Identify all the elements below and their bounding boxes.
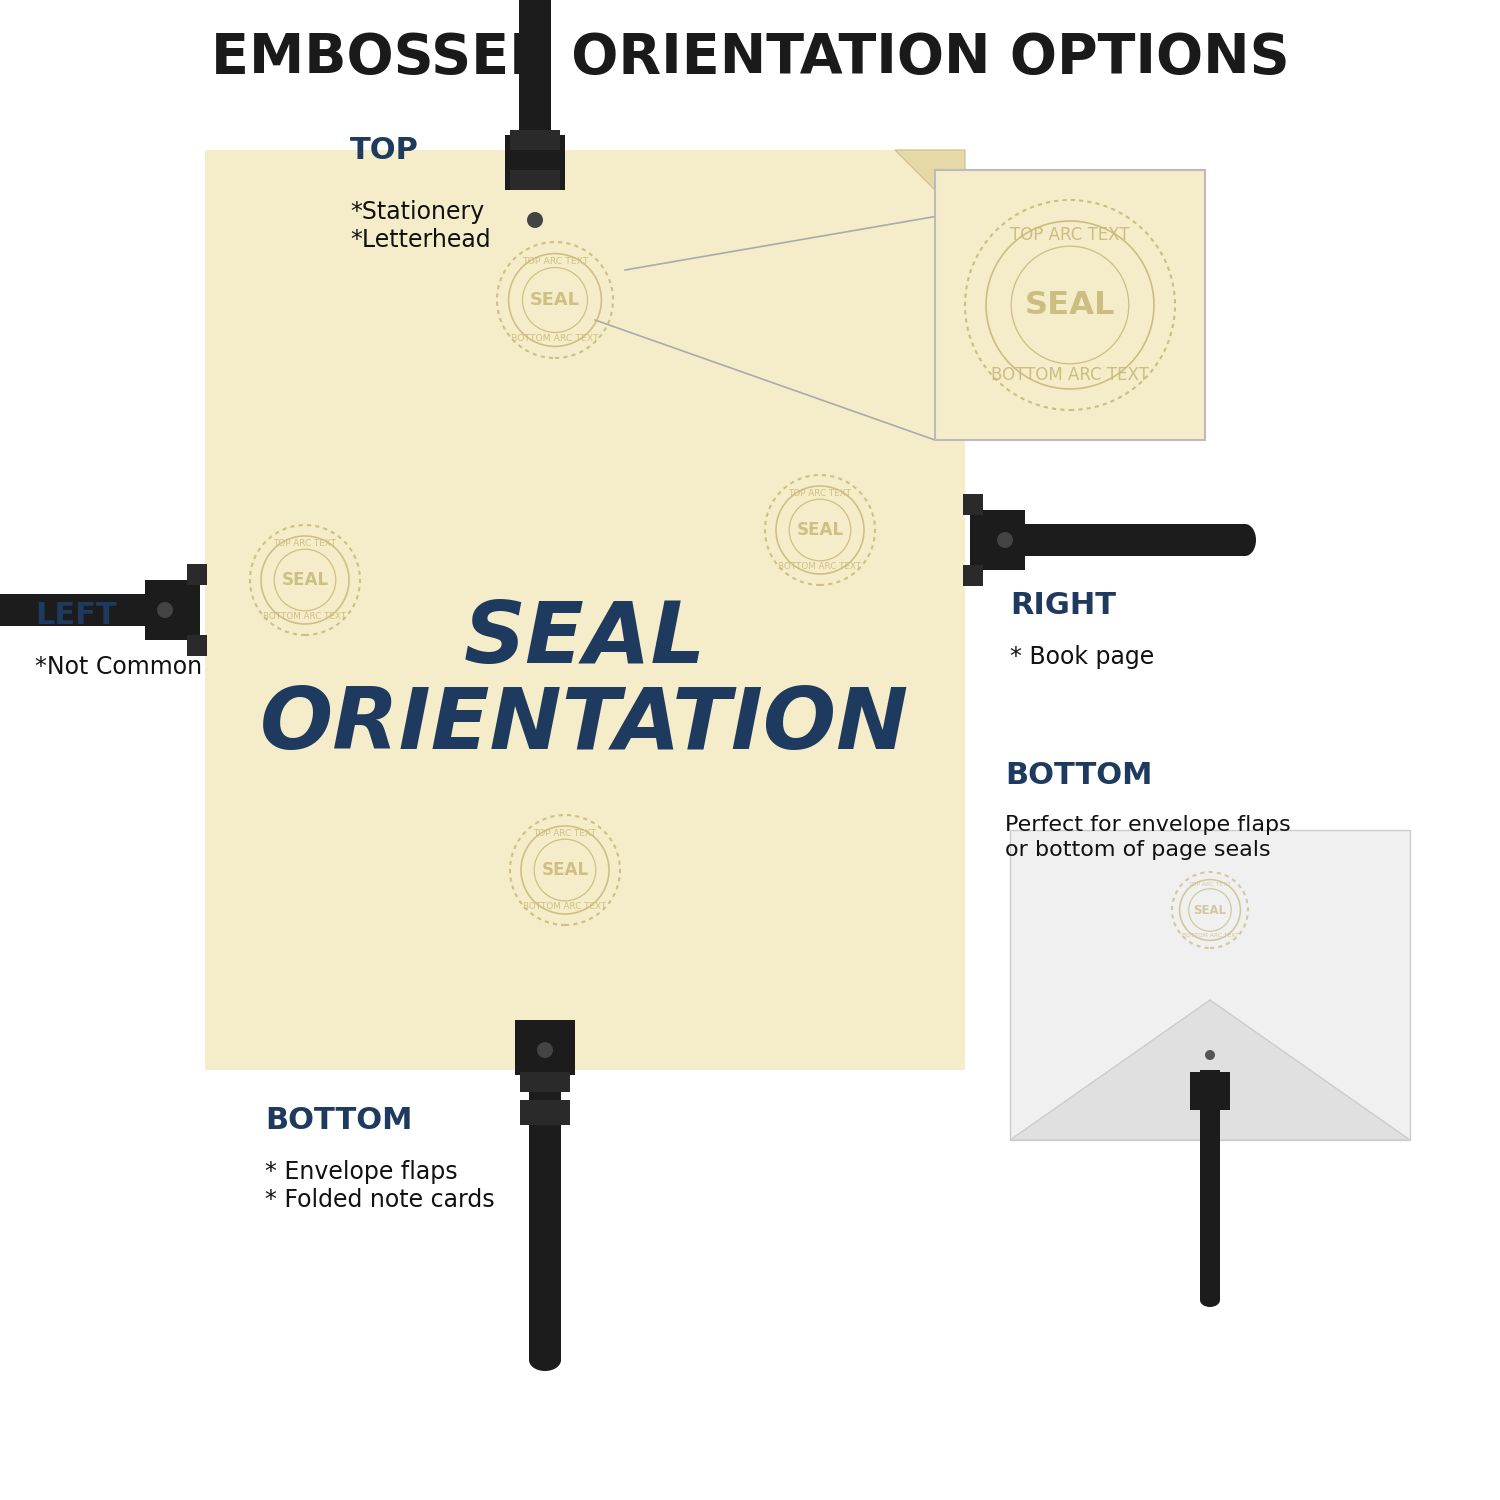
Ellipse shape (1234, 524, 1256, 556)
Text: or bottom of page seals: or bottom of page seals (1005, 840, 1270, 860)
Bar (206, 150, 964, 1070)
Text: EMBOSSER ORIENTATION OPTIONS: EMBOSSER ORIENTATION OPTIONS (210, 32, 1290, 86)
Circle shape (158, 602, 172, 618)
Text: SEAL: SEAL (1194, 903, 1227, 916)
Text: *Letterhead: *Letterhead (350, 228, 490, 252)
Text: Perfect for envelope flaps: Perfect for envelope flaps (1005, 815, 1290, 836)
Text: *Stationery: *Stationery (350, 200, 484, 223)
Polygon shape (1010, 1000, 1410, 1140)
Text: SEAL: SEAL (530, 291, 580, 309)
Polygon shape (896, 150, 964, 220)
Text: TOP ARC TEXT: TOP ARC TEXT (789, 489, 852, 498)
Text: BOTTOM ARC TEXT: BOTTOM ARC TEXT (264, 612, 346, 621)
Text: * Book page: * Book page (1010, 645, 1155, 669)
Text: TOP: TOP (350, 136, 418, 165)
Text: BOTTOM ARC TEXT: BOTTOM ARC TEXT (512, 334, 598, 344)
Polygon shape (510, 130, 560, 150)
Text: SEAL: SEAL (464, 598, 706, 681)
Text: TOP ARC TEXT: TOP ARC TEXT (1188, 882, 1231, 886)
Text: BOTTOM ARC TEXT: BOTTOM ARC TEXT (778, 562, 861, 572)
Text: BOTTOM: BOTTOM (266, 1106, 413, 1136)
Polygon shape (963, 566, 982, 586)
Text: TOP ARC TEXT: TOP ARC TEXT (534, 828, 597, 837)
Circle shape (1204, 1050, 1215, 1060)
Bar (934, 170, 1204, 440)
Text: BOTTOM ARC TEXT: BOTTOM ARC TEXT (992, 366, 1149, 384)
Text: TOP ARC TEXT: TOP ARC TEXT (273, 538, 336, 548)
Bar (514, 1020, 574, 1076)
Bar (1200, 1070, 1219, 1300)
Bar (519, 0, 550, 130)
Text: SEAL: SEAL (796, 520, 843, 538)
Bar (970, 510, 1024, 570)
Polygon shape (520, 1100, 570, 1125)
Bar (1190, 1072, 1230, 1110)
Circle shape (998, 532, 1012, 548)
Bar (0, 594, 184, 626)
Text: *Not Common: *Not Common (34, 656, 203, 680)
Text: RIGHT: RIGHT (1010, 591, 1116, 620)
Polygon shape (188, 634, 207, 656)
Text: * Envelope flaps: * Envelope flaps (266, 1160, 458, 1184)
Text: SEAL: SEAL (1024, 290, 1114, 321)
Polygon shape (520, 1072, 570, 1092)
Text: SEAL: SEAL (282, 572, 328, 590)
Text: BOTTOM ARC TEXT: BOTTOM ARC TEXT (1182, 933, 1239, 938)
Bar (986, 524, 1245, 556)
Ellipse shape (1200, 1293, 1219, 1306)
Ellipse shape (530, 1348, 561, 1371)
Text: LEFT: LEFT (34, 602, 117, 630)
Polygon shape (188, 564, 207, 585)
Text: ORIENTATION: ORIENTATION (261, 684, 909, 766)
Polygon shape (963, 494, 982, 514)
Bar (146, 580, 200, 640)
Bar (506, 135, 566, 190)
Text: BOTTOM ARC TEXT: BOTTOM ARC TEXT (524, 903, 606, 912)
Bar (1010, 830, 1410, 1140)
Text: * Folded note cards: * Folded note cards (266, 1188, 495, 1212)
Circle shape (526, 211, 543, 228)
Polygon shape (510, 170, 560, 190)
Text: TOP ARC TEXT: TOP ARC TEXT (1011, 225, 1130, 243)
Bar (530, 1090, 561, 1360)
Text: TOP ARC TEXT: TOP ARC TEXT (522, 256, 588, 265)
Text: BOTTOM: BOTTOM (1005, 760, 1152, 790)
Circle shape (537, 1042, 554, 1058)
Text: SEAL: SEAL (542, 861, 588, 879)
